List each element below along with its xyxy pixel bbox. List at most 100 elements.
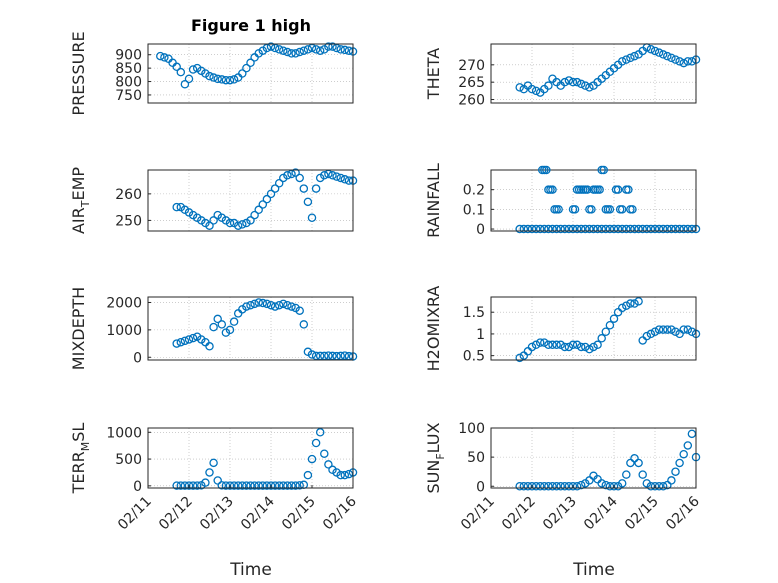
axes-box <box>490 43 697 104</box>
data-point <box>279 481 288 490</box>
x-tick-label: 02/14 <box>238 493 278 533</box>
data-point <box>667 325 676 334</box>
data-point <box>646 224 656 234</box>
subplot-h2omixra: 0.5 1 1.5 H2OMIXRA <box>424 286 701 372</box>
data-point <box>626 53 635 63</box>
data-point <box>213 476 222 485</box>
data-point <box>266 481 276 490</box>
data-point <box>320 449 329 458</box>
data-point <box>531 86 541 96</box>
data-point <box>540 224 549 234</box>
y-tick-label: 850 <box>115 61 142 77</box>
data-point <box>531 340 541 350</box>
data-point <box>568 224 578 234</box>
data-point <box>217 481 227 490</box>
data-point <box>667 476 676 485</box>
data-point <box>597 479 606 488</box>
y-tick-label: 0 <box>476 222 485 238</box>
data-point <box>279 46 288 55</box>
data-point <box>336 173 345 183</box>
data-point <box>585 344 594 354</box>
y-axis-label-subscript: T <box>79 200 92 208</box>
data-point <box>176 337 186 347</box>
data-point <box>295 306 304 315</box>
data-point <box>535 482 545 491</box>
data-point <box>679 325 688 334</box>
data-point <box>548 482 557 491</box>
y-axis-label: THETA <box>424 48 443 100</box>
data-point <box>613 185 623 194</box>
data-point <box>262 299 272 309</box>
data-point <box>587 205 596 214</box>
data-point <box>535 224 545 234</box>
data-point <box>209 322 218 332</box>
axes-box <box>490 427 697 489</box>
data-point <box>658 224 668 234</box>
data-point <box>646 329 656 339</box>
data-point <box>254 298 263 307</box>
x-tick-label: 02/16 <box>663 493 703 533</box>
data-point <box>156 51 165 61</box>
data-point <box>626 299 635 308</box>
data-point <box>679 58 688 68</box>
data-point <box>663 224 672 234</box>
data-point <box>630 224 639 234</box>
data-point <box>568 77 578 87</box>
y-axis-label-main: THETA <box>424 48 443 100</box>
data-point <box>617 224 627 234</box>
data-point <box>626 224 635 234</box>
data-point <box>622 224 631 234</box>
data-point <box>287 302 296 311</box>
data-point <box>172 481 181 490</box>
data-point <box>324 351 333 360</box>
data-point <box>250 481 259 490</box>
axes-box <box>147 169 354 232</box>
data-point <box>617 57 627 66</box>
data-point <box>311 438 321 448</box>
data-point <box>544 81 553 90</box>
data-point <box>340 45 350 55</box>
data-point <box>671 224 680 234</box>
data-point <box>205 468 214 477</box>
data-point <box>564 76 574 85</box>
data-point <box>642 331 652 341</box>
data-point <box>274 300 284 310</box>
data-point <box>576 79 586 89</box>
data-point <box>548 185 557 194</box>
data-point <box>299 184 309 193</box>
x-tick-label: 02/12 <box>499 494 539 534</box>
data-point <box>250 210 259 220</box>
y-axis-label: SUNFLUX <box>424 422 447 493</box>
data-point <box>274 179 284 188</box>
data-point <box>544 482 553 491</box>
data-point <box>262 194 272 204</box>
subplot-sun_flux: 0 50 100 SUNFLUX 02/11 02/12 02/13 02/14 02/15 02… <box>424 421 703 533</box>
data-point <box>205 342 214 351</box>
data-point <box>622 301 631 310</box>
y-axis-label-main: RAINFALL <box>424 163 443 238</box>
axes-box <box>147 43 354 104</box>
data-point <box>544 340 553 350</box>
data-point <box>274 481 284 490</box>
x-tick-label: 02/15 <box>622 494 662 534</box>
data-point <box>654 48 664 57</box>
data-point <box>192 481 202 490</box>
y-axis-label: H2OMIXRA <box>424 286 443 372</box>
data-point <box>667 53 676 63</box>
y-tick-label: 1 <box>476 327 485 343</box>
data-point <box>295 47 304 57</box>
data-point <box>683 441 693 450</box>
data-point <box>638 470 647 479</box>
data-point <box>328 351 337 361</box>
x-tick-label: 02/11 <box>115 494 155 534</box>
y-tick-label: 0.5 <box>463 349 485 365</box>
data-point <box>328 171 337 180</box>
data-point <box>328 42 337 51</box>
data-point <box>340 470 350 480</box>
data-point <box>638 224 647 234</box>
data-point <box>683 325 693 334</box>
data-point <box>650 327 660 337</box>
data-point <box>311 351 321 361</box>
